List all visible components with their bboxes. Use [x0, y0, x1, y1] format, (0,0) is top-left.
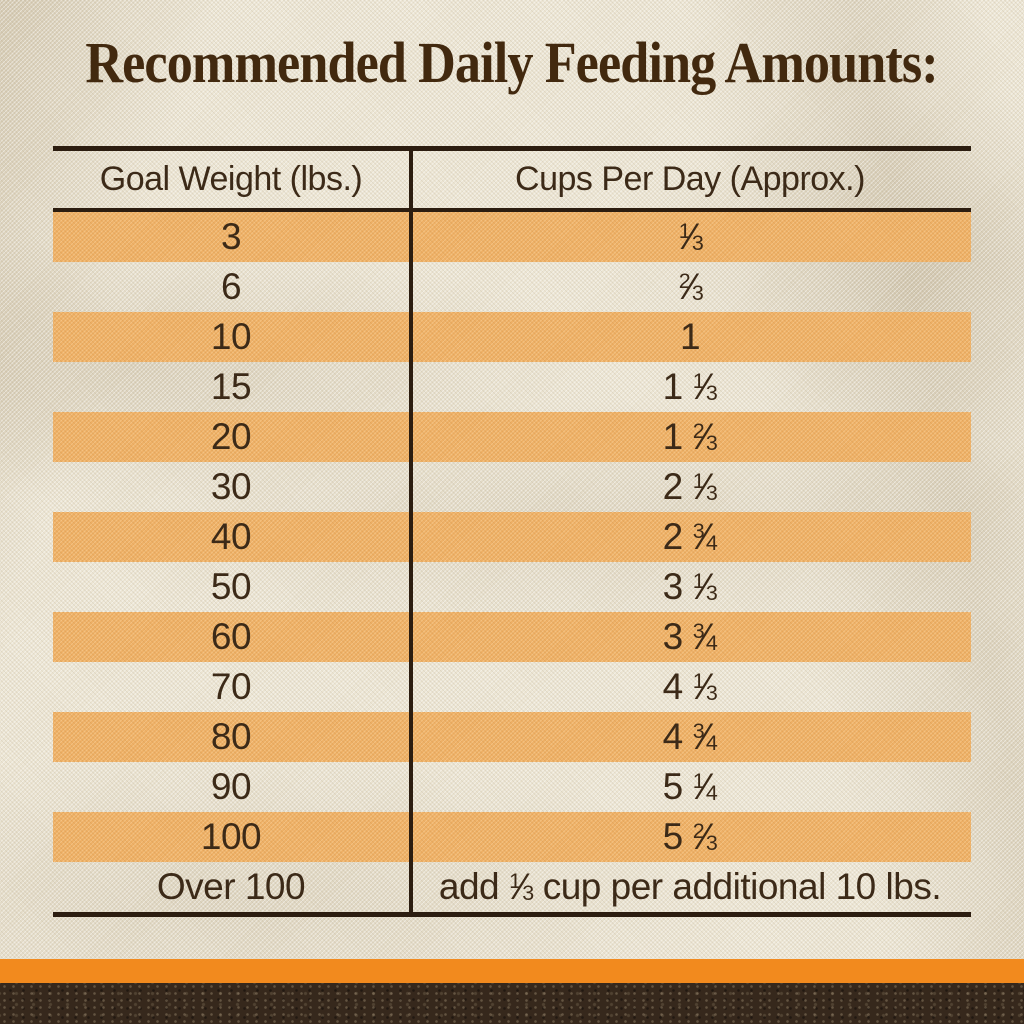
page-title-text: Recommended Daily Feeding Amounts: — [85, 30, 939, 95]
goal-weight-cell: 100 — [200, 816, 262, 857]
fraction: 3⁄4 — [692, 516, 718, 557]
goal-weight-cell: 6 — [220, 266, 242, 307]
column-header-goal-weight: Goal Weight (lbs.) — [99, 160, 363, 198]
cups-whole-or-prefix: 3 — [662, 566, 684, 607]
goal-weight-cell: 40 — [210, 516, 252, 557]
fraction: 2⁄3 — [692, 816, 718, 857]
footer-texture-band — [0, 983, 1024, 1024]
goal-weight-cell: 15 — [210, 366, 252, 407]
goal-weight-cell: 90 — [210, 766, 252, 807]
cups-whole-or-prefix: add — [438, 866, 500, 907]
goal-weight-cell: 80 — [210, 716, 252, 757]
cups-whole-or-prefix: 2 — [662, 466, 684, 507]
feeding-table: Goal Weight (lbs.) Cups Per Day (Approx.… — [53, 146, 971, 917]
fraction: 1⁄3 — [692, 566, 718, 607]
cups-per-day-cell: 4 3⁄4 — [409, 712, 971, 762]
cups-whole-or-prefix: 4 — [662, 666, 684, 707]
table-row: 60 3 3⁄4 — [53, 612, 971, 662]
cups-per-day-cell: 3 1⁄3 — [409, 562, 971, 612]
fraction: 3⁄4 — [692, 616, 718, 657]
cups-per-day-cell: 3 3⁄4 — [409, 612, 971, 662]
cups-per-day-cell: 1 2⁄3 — [409, 412, 971, 462]
cups-per-day-cell: 5 2⁄3 — [409, 812, 971, 862]
fraction: 1⁄3 — [692, 466, 718, 507]
fraction: 1⁄3 — [509, 866, 534, 907]
fraction: 3⁄4 — [692, 716, 718, 757]
cups-per-day-cell: add 1⁄3 cup per additional 10 lbs. — [409, 862, 971, 912]
table-row: 80 4 3⁄4 — [53, 712, 971, 762]
table-row: 90 5 1⁄4 — [53, 762, 971, 812]
cups-per-day-cell: 1⁄3 — [409, 212, 971, 262]
cups-whole-or-prefix: 5 — [662, 766, 684, 807]
goal-weight-cell: 3 — [220, 216, 242, 257]
cups-per-day-cell: 5 1⁄4 — [409, 762, 971, 812]
accent-bar — [0, 959, 1024, 983]
goal-weight-cell: 70 — [210, 666, 252, 707]
table-row: Over 100 add 1⁄3 cup per additional 10 lbs. — [53, 862, 971, 912]
table-row: 50 3 1⁄3 — [53, 562, 971, 612]
cups-whole-or-prefix: 1 — [662, 366, 684, 407]
cups-per-day-cell: 2 3⁄4 — [409, 512, 971, 562]
fraction: 1⁄3 — [692, 666, 718, 707]
cups-per-day-cell: 1 1⁄3 — [409, 362, 971, 412]
goal-weight-cell: 60 — [210, 616, 252, 657]
cups-whole-or-prefix: 3 — [662, 616, 684, 657]
cups-whole-or-prefix: 4 — [662, 716, 684, 757]
fraction: 2⁄3 — [678, 266, 704, 307]
cups-suffix-text: cup per additional 10 lbs. — [542, 866, 942, 907]
cups-whole-or-prefix: 2 — [662, 516, 684, 557]
fraction: 1⁄3 — [678, 216, 704, 257]
goal-weight-cell: 10 — [210, 316, 252, 357]
table-row: 70 4 1⁄3 — [53, 662, 971, 712]
goal-weight-cell: 50 — [210, 566, 252, 607]
cups-per-day-cell: 4 1⁄3 — [409, 662, 971, 712]
table-row: 10 1 — [53, 312, 971, 362]
column-header-cups-per-day: Cups Per Day (Approx.) — [515, 160, 865, 198]
table-row: 6 2⁄3 — [53, 262, 971, 312]
table-vertical-divider — [409, 146, 413, 916]
cups-whole-or-prefix: 1 — [662, 416, 684, 457]
fraction: 2⁄3 — [692, 416, 718, 457]
goal-weight-cell: 20 — [210, 416, 252, 457]
fraction: 1⁄3 — [692, 366, 718, 407]
table-body: 3 1⁄3 6 2⁄3 10 1 15 1 1⁄3 20 1 2⁄3 30 2 1⁄3 40 2 3⁄4 50 3 1⁄… — [53, 212, 971, 917]
cups-per-day-cell: 1 — [409, 312, 971, 362]
table-row: 40 2 3⁄4 — [53, 512, 971, 562]
goal-weight-cell: Over 100 — [156, 866, 306, 907]
fraction: 1⁄4 — [692, 766, 718, 807]
cups-per-day-cell: 2 1⁄3 — [409, 462, 971, 512]
table-row: 20 1 2⁄3 — [53, 412, 971, 462]
table-row: 15 1 1⁄3 — [53, 362, 971, 412]
page-title: Recommended Daily Feeding Amounts: — [0, 30, 1024, 96]
cups-per-day-cell: 2⁄3 — [409, 262, 971, 312]
table-row: 3 1⁄3 — [53, 212, 971, 262]
table-header-row: Goal Weight (lbs.) Cups Per Day (Approx.… — [53, 146, 971, 212]
cups-whole-or-prefix: 1 — [679, 316, 701, 357]
table-row: 100 5 2⁄3 — [53, 812, 971, 862]
table-row: 30 2 1⁄3 — [53, 462, 971, 512]
cups-whole-or-prefix: 5 — [662, 816, 684, 857]
goal-weight-cell: 30 — [210, 466, 252, 507]
